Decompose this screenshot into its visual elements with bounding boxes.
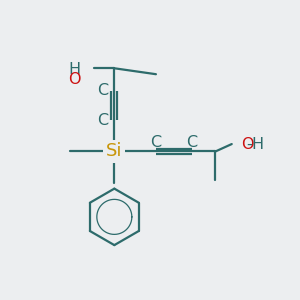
Text: Si: Si: [106, 142, 123, 160]
Text: O: O: [68, 72, 80, 87]
Text: H: H: [68, 62, 80, 77]
Text: O: O: [241, 136, 253, 152]
Text: C: C: [186, 135, 197, 150]
Text: C: C: [98, 83, 109, 98]
Text: -: -: [246, 136, 252, 152]
Text: H: H: [251, 136, 263, 152]
Text: C: C: [150, 135, 161, 150]
Text: C: C: [98, 113, 109, 128]
